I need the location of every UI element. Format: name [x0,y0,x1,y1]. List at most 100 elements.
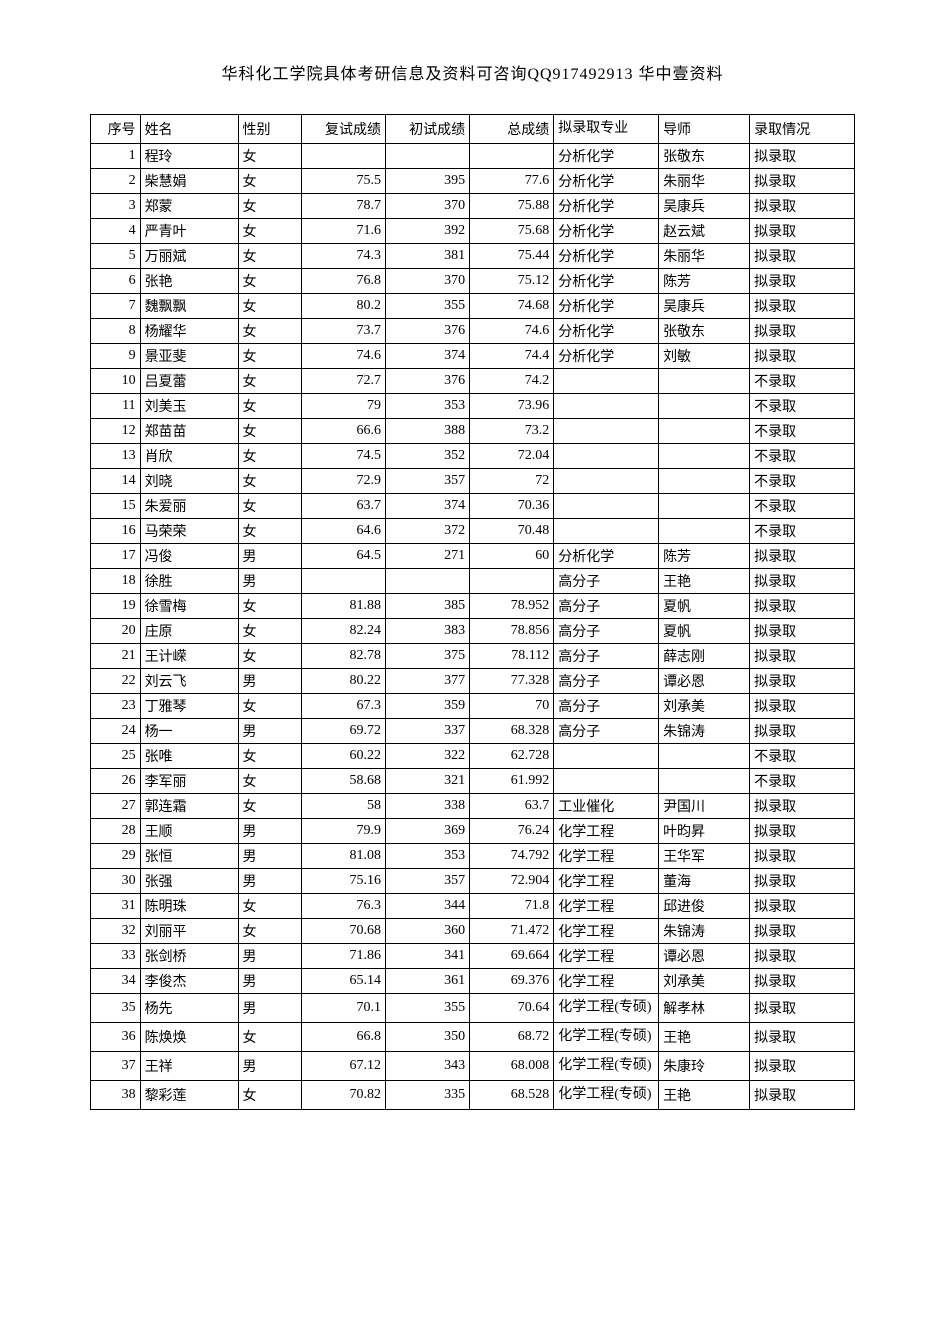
cell: 361 [386,969,470,994]
cell: 化学工程 [554,844,659,869]
cell: 女 [238,744,301,769]
cell: 张唯 [140,744,238,769]
cell: 朱锦涛 [659,719,750,744]
table-row: 31陈明珠女76.334471.8化学工程邱进俊拟录取 [91,894,855,919]
cell: 女 [238,394,301,419]
cell [659,419,750,444]
cell: 9 [91,344,141,369]
cell: 72.9 [301,469,385,494]
cell: 分析化学 [554,294,659,319]
cell: 353 [386,844,470,869]
cell: 72.7 [301,369,385,394]
cell: 女 [238,444,301,469]
table-row: 25张唯女60.2232262.728不录取 [91,744,855,769]
cell: 68.008 [470,1052,554,1081]
cell: 74.2 [470,369,554,394]
cell [554,394,659,419]
cell: 374 [386,344,470,369]
cell: 372 [386,519,470,544]
cell: 朱锦涛 [659,919,750,944]
cell: 76.24 [470,819,554,844]
cell: 63.7 [301,494,385,519]
cell: 81.88 [301,594,385,619]
cell: 78.952 [470,594,554,619]
cell: 刘云飞 [140,669,238,694]
cell: 73.7 [301,319,385,344]
cell: 360 [386,919,470,944]
cell: 70.36 [470,494,554,519]
cell: 男 [238,1052,301,1081]
cell: 高分子 [554,669,659,694]
cell: 肖欣 [140,444,238,469]
cell: 16 [91,519,141,544]
cell: 男 [238,819,301,844]
cell: 张恒 [140,844,238,869]
cell: 71.86 [301,944,385,969]
table-row: 34李俊杰男65.1436169.376化学工程刘承美拟录取 [91,969,855,994]
cell: 74.68 [470,294,554,319]
cell: 女 [238,1023,301,1052]
cell: 分析化学 [554,344,659,369]
cell: 郭连霜 [140,794,238,819]
col-advisor-header: 导师 [659,115,750,144]
cell: 女 [238,344,301,369]
table-row: 12郑苗苗女66.638873.2不录取 [91,419,855,444]
cell: 高分子 [554,594,659,619]
cell [386,144,470,169]
cell: 女 [238,469,301,494]
cell: 71.6 [301,219,385,244]
cell: 370 [386,194,470,219]
cell: 67.3 [301,694,385,719]
cell: 拟录取 [750,944,855,969]
cell: 分析化学 [554,219,659,244]
cell: 75.5 [301,169,385,194]
cell: 75.44 [470,244,554,269]
cell [659,394,750,419]
cell [470,569,554,594]
cell: 74.792 [470,844,554,869]
cell: 370 [386,269,470,294]
page-title: 华科化工学院具体考研信息及资料可咨询QQ917492913 华中壹资料 [90,60,855,84]
cell: 分析化学 [554,194,659,219]
cell: 男 [238,719,301,744]
cell: 78.112 [470,644,554,669]
cell: 女 [238,294,301,319]
cell: 15 [91,494,141,519]
cell: 高分子 [554,644,659,669]
cell: 女 [238,1081,301,1110]
cell: 58.68 [301,769,385,794]
cell: 郑苗苗 [140,419,238,444]
cell: 董海 [659,869,750,894]
cell: 杨一 [140,719,238,744]
cell: 395 [386,169,470,194]
col-gender-header: 性别 [238,115,301,144]
cell: 70.48 [470,519,554,544]
cell: 尹国川 [659,794,750,819]
cell: 女 [238,219,301,244]
cell: 拟录取 [750,919,855,944]
cell [301,569,385,594]
table-row: 38黎彩莲女70.8233568.528化学工程(专硕)王艳拟录取 [91,1081,855,1110]
cell: 341 [386,944,470,969]
cell: 拟录取 [750,344,855,369]
cell: 71.472 [470,919,554,944]
cell: 吕夏蕾 [140,369,238,394]
cell [470,144,554,169]
cell: 王艳 [659,569,750,594]
cell: 381 [386,244,470,269]
table-row: 24杨一男69.7233768.328高分子朱锦涛拟录取 [91,719,855,744]
cell: 赵云斌 [659,219,750,244]
cell: 杨耀华 [140,319,238,344]
cell: 1 [91,144,141,169]
cell: 6 [91,269,141,294]
cell: 邱进俊 [659,894,750,919]
cell: 黎彩莲 [140,1081,238,1110]
cell [659,519,750,544]
cell: 拟录取 [750,594,855,619]
cell: 拟录取 [750,244,855,269]
cell: 73.2 [470,419,554,444]
cell: 化学工程(专硕) [554,994,659,1023]
cell [659,494,750,519]
cell: 29 [91,844,141,869]
cell: 377 [386,669,470,694]
